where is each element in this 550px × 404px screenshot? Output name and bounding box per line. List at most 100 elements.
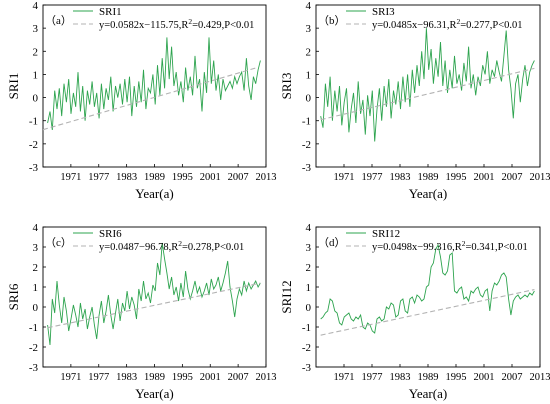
y-tick-label: 3 xyxy=(33,242,39,254)
x-axis-title: Year(a) xyxy=(409,386,447,401)
trend-line xyxy=(320,289,535,336)
x-tick-label: 2001 xyxy=(474,372,495,383)
legend-trend-label: y=0.0582x−115.75,R2=0.429,P<0.01 xyxy=(99,17,254,31)
x-tick-label: 1971 xyxy=(334,372,355,383)
y-tick-label: 2 xyxy=(306,46,312,58)
y-tick-label: 0 xyxy=(306,302,312,314)
y-tick-label: 4 xyxy=(33,222,39,234)
x-tick-label: 1977 xyxy=(88,372,109,383)
y-tick-label: 4 xyxy=(306,222,312,234)
x-tick-label: 2001 xyxy=(200,172,221,183)
y-tick-label: -1 xyxy=(29,322,38,334)
x-tick-label: 2013 xyxy=(530,372,550,383)
y-tick-label: 1 xyxy=(306,282,312,294)
panel-label: （a） xyxy=(45,14,72,27)
x-tick-label: 1989 xyxy=(418,172,439,183)
y-tick-label: -1 xyxy=(302,322,311,334)
y-axis-title: SRI12 xyxy=(279,280,294,313)
y-tick-label: 1 xyxy=(33,282,39,294)
x-tick-label: 2013 xyxy=(256,172,277,183)
x-tick-label: 1995 xyxy=(446,172,467,183)
y-tick-label: 1 xyxy=(306,69,312,81)
x-tick-label: 2001 xyxy=(200,372,221,383)
legend-trend-label: y=0.0498x−99.316,R2=0.341,P<0.01 xyxy=(372,239,528,253)
y-tick-label: 3 xyxy=(306,242,312,254)
legend-trend-stats: =0.341,P<0.01 xyxy=(465,242,527,253)
y-tick-label: 2 xyxy=(33,262,39,274)
legend-series-label: SRI1 xyxy=(99,6,122,18)
y-tick-label: -3 xyxy=(29,162,39,174)
x-tick-label: 2013 xyxy=(256,372,277,383)
y-tick-label: -1 xyxy=(302,116,311,128)
panel-label: （d） xyxy=(318,236,346,249)
series-line-sri3 xyxy=(320,28,535,142)
x-tick-label: 2001 xyxy=(474,172,495,183)
x-tick-label: 1983 xyxy=(116,172,137,183)
x-tick-label: 2013 xyxy=(530,172,550,183)
panel-label: （b） xyxy=(318,14,346,27)
series-line-sri6 xyxy=(47,242,261,346)
x-tick-label: 2007 xyxy=(502,372,523,383)
series-line-sri12 xyxy=(320,243,535,334)
panel-d: -3 -2 -1 0 1 2 3 4 1971 1977 1983 1989 1995 2001 2007 2… xyxy=(279,222,550,401)
x-tick-label: 1989 xyxy=(418,372,439,383)
x-tick-label: 1989 xyxy=(144,172,165,183)
x-tick-label: 1977 xyxy=(88,172,109,183)
x-tick-label: 1983 xyxy=(390,172,411,183)
trend-line xyxy=(42,67,257,131)
legend-trend-sup: 2 xyxy=(456,17,460,26)
y-tick-label: 1 xyxy=(33,69,39,81)
x-tick-label: 1977 xyxy=(362,172,383,183)
trend-line xyxy=(47,282,261,329)
x-tick-label: 1995 xyxy=(172,372,193,383)
y-tick-label: -3 xyxy=(29,362,39,374)
x-axis-title: Year(a) xyxy=(135,386,173,401)
x-tick-label: 1995 xyxy=(446,372,467,383)
y-tick-label: 4 xyxy=(306,0,312,12)
y-tick-label: 2 xyxy=(33,46,39,58)
series-line-sri1 xyxy=(47,37,261,131)
y-tick-label: -2 xyxy=(302,342,311,354)
x-tick-label: 2007 xyxy=(502,172,523,183)
x-tick-label: 2007 xyxy=(228,172,249,183)
legend-trend-label: y=0.0485x−96.31,R2=0.277,P<0.01 xyxy=(372,17,523,31)
y-tick-label: -2 xyxy=(29,139,38,151)
legend-trend-stats: =0.277,P<0.01 xyxy=(460,20,522,31)
x-tick-label: 2007 xyxy=(228,372,249,383)
legend-series-label: SRI3 xyxy=(372,6,395,18)
x-tick-label: 1995 xyxy=(172,172,193,183)
x-axis-title: Year(a) xyxy=(135,186,173,201)
y-tick-label: 3 xyxy=(306,23,312,35)
y-tick-label: 0 xyxy=(33,93,39,105)
trend-line xyxy=(320,67,535,121)
y-axis-title: SRI6 xyxy=(6,283,21,310)
y-axis-title: SRI3 xyxy=(279,73,294,100)
y-tick-label: -2 xyxy=(302,139,311,151)
y-tick-label: 4 xyxy=(33,0,39,12)
legend-trend-stats: =0.429,P<0.01 xyxy=(192,20,254,31)
panel-c: -3 -2 -1 0 1 2 3 4 1971 1977 1983 1989 1995 2001 2007 2… xyxy=(6,222,277,401)
y-tick-label: 0 xyxy=(33,302,39,314)
y-axis-title: SRI1 xyxy=(6,73,21,100)
legend-trend-eq: y=0.0487−96.78,R xyxy=(99,242,178,253)
legend-trend-sup: 2 xyxy=(188,17,192,26)
x-tick-label: 1983 xyxy=(390,372,411,383)
legend-trend-eq: y=0.0582x−115.75,R xyxy=(99,20,188,31)
x-tick-label: 1983 xyxy=(116,372,137,383)
y-tick-label: -3 xyxy=(302,162,312,174)
legend-trend-sup: 2 xyxy=(178,239,182,248)
x-tick-label: 1971 xyxy=(334,172,355,183)
legend-trend-stats: =0.278,P<0.01 xyxy=(182,242,244,253)
panel-label: （c） xyxy=(45,236,72,249)
y-tick-label: -2 xyxy=(29,342,38,354)
y-tick-label: 0 xyxy=(306,93,312,105)
panel-b: -3 -2 -1 0 1 2 3 4 1971 1977 1983 1989 1995 2001 2007 2… xyxy=(279,0,550,201)
y-tick-label: 3 xyxy=(33,23,39,35)
y-tick-label: -3 xyxy=(302,362,312,374)
legend-trend-label: y=0.0487−96.78,R2=0.278,P<0.01 xyxy=(99,239,244,253)
legend-trend-sup: 2 xyxy=(462,239,466,248)
y-tick-label: 2 xyxy=(306,262,312,274)
x-axis-title: Year(a) xyxy=(409,186,447,201)
legend-trend-eq: y=0.0485x−96.31,R xyxy=(372,20,456,31)
